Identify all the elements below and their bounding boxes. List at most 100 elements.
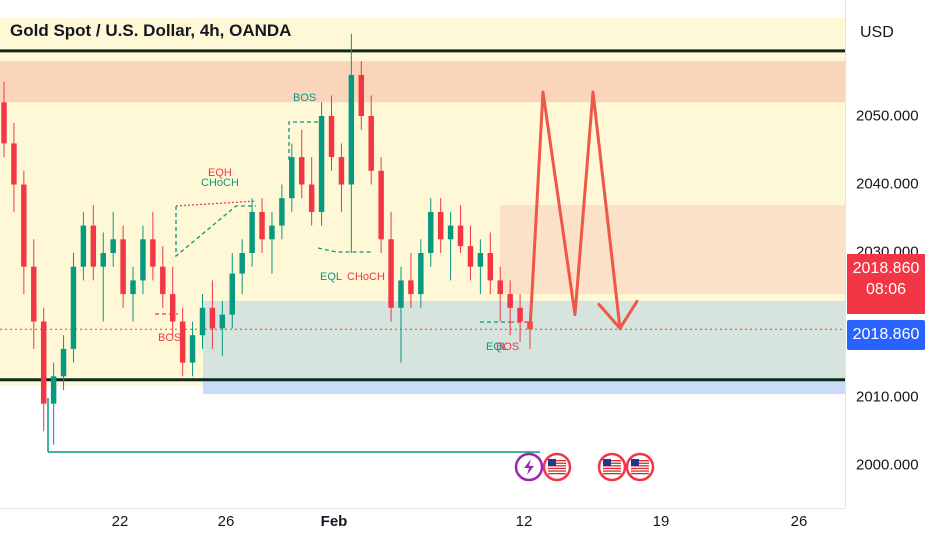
label-choch-left: CHoCH [201,177,239,189]
candle-body [70,266,77,349]
y-tick-2040: 2040.000 [856,175,919,193]
last-price-tag: 2018.860 08:06 [847,254,925,314]
candle-body [467,246,474,267]
candle-body [507,294,513,308]
label-eql-right: EQL [486,341,509,353]
candle-body [328,116,335,158]
candle-body [418,253,424,295]
candle-body [199,307,206,336]
candle-body [318,116,325,212]
label-bos-right: BOS [496,341,520,353]
candle-body [60,348,67,377]
lightning-event-icon[interactable] [514,452,544,482]
candle-body [378,170,384,240]
candle-body [447,225,454,240]
label-choch-mid: CHoCH [347,271,385,283]
projection-arrowhead [597,299,639,331]
chart-plot-area[interactable]: Gold Spot / U.S. Dollar, 4h, OANDA BOS E… [0,0,845,508]
currency-selector[interactable]: USD [860,24,894,41]
candle-body [150,239,156,267]
bos-top-line [288,121,318,160]
x-tick-22: 22 [111,513,129,530]
candle-body [229,273,235,315]
zone-discount [203,300,845,390]
candle-body [437,211,444,240]
label-eqh: EQH [208,167,232,179]
candle-body [249,211,255,253]
flag-stripe [603,460,621,462]
candle-body [348,74,355,185]
candle-body [408,280,414,295]
flag-canton [548,459,556,466]
candle-body [110,239,116,253]
flag-stripe [603,473,621,475]
candle-body [259,211,265,240]
candle-body [497,280,503,295]
crosshair-price-tag: 2018.860 [847,320,925,350]
flag-stripe [631,473,649,475]
candle-body [31,266,37,322]
candle-body [189,335,196,363]
flag-stripe [548,462,566,464]
candle-body [160,266,166,295]
candle-body [219,314,226,329]
candle-body [130,280,136,295]
candle-body [239,253,245,274]
candle-body [368,116,374,171]
y-tick-2000: 2000.000 [856,456,919,474]
candle-body [299,157,305,185]
candle-body [279,198,285,226]
candle-body [50,376,57,404]
y-tick-2050: 2050.000 [856,107,919,125]
candle-body [428,211,434,253]
flag-canton [631,459,639,466]
eqh-line [175,200,257,207]
x-tick-26: 26 [217,513,235,530]
candle-body [388,239,394,308]
candle-body [90,225,97,267]
x-tick-feb: Feb [320,513,348,530]
flag-stripe [603,462,621,464]
candle-body [140,239,146,281]
flag-stripe [548,467,566,470]
candle-body [308,184,315,212]
chart-title: Gold Spot / U.S. Dollar, 4h, OANDA [10,21,292,40]
candle-body [169,294,176,322]
y-tick-2010: 2010.000 [856,388,919,406]
us-flag-event-icon[interactable] [542,452,572,482]
flag-ring [597,452,627,482]
candle-body [517,307,523,322]
candle-body [269,225,275,240]
candle-body [477,253,484,267]
zone-premium [0,61,845,103]
us-flag-event-icon[interactable] [625,452,655,482]
flag-stripe [548,473,566,475]
candle-body [179,321,186,363]
flag-ring [625,452,655,482]
label-eql-mid: EQL [320,271,343,283]
x-tick-12: 12 [515,513,533,530]
x-tick-19: 19 [652,513,670,530]
label-bos-top: BOS [293,92,317,104]
flag-stripe [631,465,649,467]
flag-ring [542,452,572,482]
candle-body [358,74,365,116]
candle-body [80,225,87,267]
candle-body [487,253,494,281]
x-tick-26b: 26 [790,513,808,530]
candlestick-chart[interactable] [0,0,845,508]
lightning-glyph [524,459,534,475]
flag-canton [603,459,611,466]
flag-stripe [631,467,649,470]
choch-left-line [175,205,256,258]
flag-stripe [631,460,649,462]
flag-stripe [548,465,566,467]
time-axis[interactable] [0,508,845,551]
zone-supply [500,205,845,295]
us-flag-event-icon[interactable] [597,452,627,482]
flag-stripe [603,465,621,467]
label-bos-left: BOS [158,332,182,344]
bar-countdown-label: 08:06 [865,281,907,298]
candle-body [289,157,295,199]
candle-body [11,143,17,185]
